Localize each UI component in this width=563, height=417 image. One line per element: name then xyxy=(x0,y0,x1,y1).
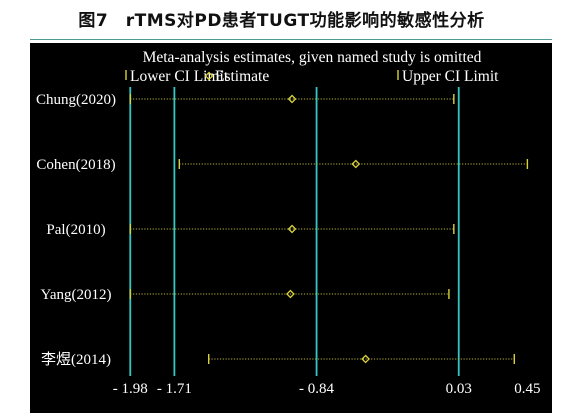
x-tick-label: - 0.84 xyxy=(299,381,334,397)
study-row: Yang(2012) xyxy=(41,287,450,303)
legend-diamond-icon xyxy=(204,71,214,81)
study-label: Pal(2010) xyxy=(46,222,105,238)
chart-panel: Chung(2020) Cohen(2018) Pal(2010) Yang(2012… xyxy=(30,43,552,413)
study-row: Cohen(2018) xyxy=(36,157,529,173)
study-label: 李煜(2014) xyxy=(41,351,111,368)
estimate-marker xyxy=(287,94,297,104)
estimate-marker xyxy=(351,159,361,169)
x-tick-label: 0.03 xyxy=(446,381,472,397)
title-rule xyxy=(30,39,552,40)
chart-subtitle: Meta-analysis estimates, given named stu… xyxy=(143,49,482,66)
x-tick-label: - 1.98 xyxy=(113,381,148,397)
study-label: Chung(2020) xyxy=(36,92,116,108)
x-tick-label: 0.45 xyxy=(514,381,540,397)
estimate-marker xyxy=(285,289,295,299)
estimate-marker xyxy=(361,354,371,364)
estimate-marker xyxy=(287,224,297,234)
reference-lines xyxy=(129,87,460,376)
legend-label: Upper CI Limit xyxy=(402,68,499,85)
x-axis: - 1.98 - 1.71 - 0.84 0.03 0.45 xyxy=(113,381,541,397)
study-row: Chung(2020) xyxy=(36,92,455,108)
study-label: Yang(2012) xyxy=(41,287,112,303)
legend-item: Lower CI Limit xyxy=(125,68,229,85)
legend-label: Lower CI Limit xyxy=(130,68,229,85)
legend-item: Upper CI Limit xyxy=(397,68,499,85)
study-label: Cohen(2018) xyxy=(36,157,115,173)
legend-label: Estimate xyxy=(215,68,269,85)
x-tick-label: - 1.71 xyxy=(157,381,192,397)
study-row: Pal(2010) xyxy=(46,222,455,238)
legend-item: Estimate xyxy=(204,68,269,85)
study-rows: Chung(2020) Cohen(2018) Pal(2010) Yang(2012… xyxy=(36,92,529,368)
study-row: 李煜(2014) xyxy=(41,351,515,368)
sensitivity-chart: Chung(2020) Cohen(2018) Pal(2010) Yang(2012… xyxy=(36,49,541,397)
figure-title: 图7 rTMS对PD患者TUGT功能影响的敏感性分析 xyxy=(78,10,485,31)
